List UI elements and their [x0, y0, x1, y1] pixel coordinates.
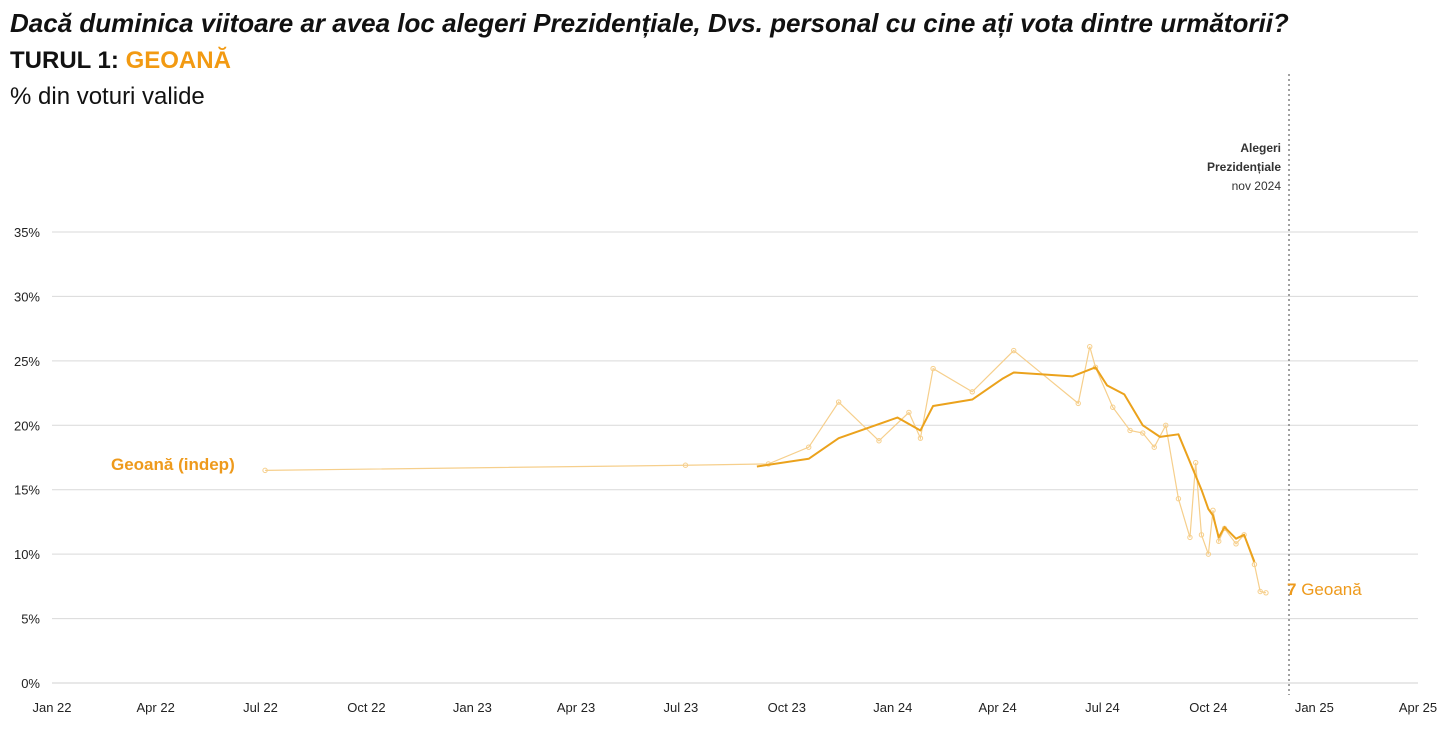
y-tick-label: 35%	[14, 225, 40, 240]
y-tick-label: 20%	[14, 418, 40, 433]
x-tick-label: Oct 23	[768, 700, 806, 715]
election-annotation: Prezidențiale	[1207, 160, 1281, 174]
y-tick-label: 0%	[21, 676, 40, 691]
y-tick-label: 25%	[14, 354, 40, 369]
poll-point	[1110, 404, 1116, 410]
x-tick-label: Apr 25	[1399, 700, 1437, 715]
x-tick-label: Jul 22	[243, 700, 278, 715]
series-label: Geoană (indep)	[111, 455, 235, 474]
round-label: TURUL 1:	[10, 47, 119, 74]
chart-subtitle: TURUL 1: GEOANĂ	[10, 47, 231, 75]
poll-point	[682, 462, 689, 468]
election-annotation: nov 2024	[1232, 179, 1282, 193]
trend-line	[756, 366, 1256, 563]
x-tick-label: Jan 22	[32, 700, 71, 715]
x-tick-label: Jan 25	[1295, 700, 1334, 715]
x-tick-label: Jul 24	[1085, 700, 1120, 715]
poll-point	[917, 435, 924, 441]
x-tick-label: Oct 22	[347, 700, 385, 715]
poll-point	[1193, 459, 1199, 466]
election-annotation: Alegeri	[1240, 141, 1281, 155]
polls-line	[265, 346, 1267, 594]
poll-point	[1263, 590, 1269, 596]
poll-point	[1205, 551, 1212, 557]
y-tick-label: 5%	[21, 612, 40, 627]
x-tick-label: Jan 24	[873, 700, 912, 715]
poll-point	[1251, 561, 1258, 568]
x-tick-label: Apr 24	[978, 700, 1016, 715]
poll-point	[876, 438, 882, 444]
poll-point	[1187, 534, 1193, 541]
poll-point	[1210, 507, 1216, 514]
poll-point	[969, 389, 975, 395]
poll-point	[806, 444, 812, 450]
candidate-label: GEOANĂ	[125, 47, 231, 74]
poll-point	[835, 399, 842, 405]
poll-point	[1075, 400, 1081, 407]
end-value-label: 7 Geoană	[1287, 580, 1362, 599]
unit-label: % din voturi valide	[10, 83, 205, 110]
end-value: 7	[1287, 580, 1301, 599]
y-tick-label: 10%	[14, 547, 40, 562]
poll-point	[1087, 343, 1093, 350]
x-tick-label: Jan 23	[453, 700, 492, 715]
poll-point	[1011, 347, 1017, 354]
end-series-name: Geoană	[1301, 580, 1362, 599]
chart-title: Dacă duminica viitoare ar avea loc alege…	[10, 8, 1289, 38]
x-tick-label: Oct 24	[1189, 700, 1227, 715]
poll-point	[1175, 496, 1182, 502]
poll-point	[1257, 588, 1263, 595]
poll-point	[1163, 422, 1169, 428]
poll-point	[906, 409, 912, 416]
poll-point	[1233, 541, 1239, 547]
poll-point	[1216, 538, 1222, 544]
x-tick-label: Jul 23	[664, 700, 699, 715]
poll-point	[1140, 430, 1146, 436]
y-tick-label: 30%	[14, 289, 40, 304]
poll-point	[930, 365, 936, 372]
poll-point	[1127, 427, 1133, 434]
poll-point	[1198, 532, 1205, 538]
y-tick-label: 15%	[14, 483, 40, 498]
x-tick-label: Apr 23	[557, 700, 595, 715]
poll-point	[262, 467, 268, 474]
x-tick-label: Apr 22	[137, 700, 175, 715]
poll-point	[1151, 444, 1157, 450]
